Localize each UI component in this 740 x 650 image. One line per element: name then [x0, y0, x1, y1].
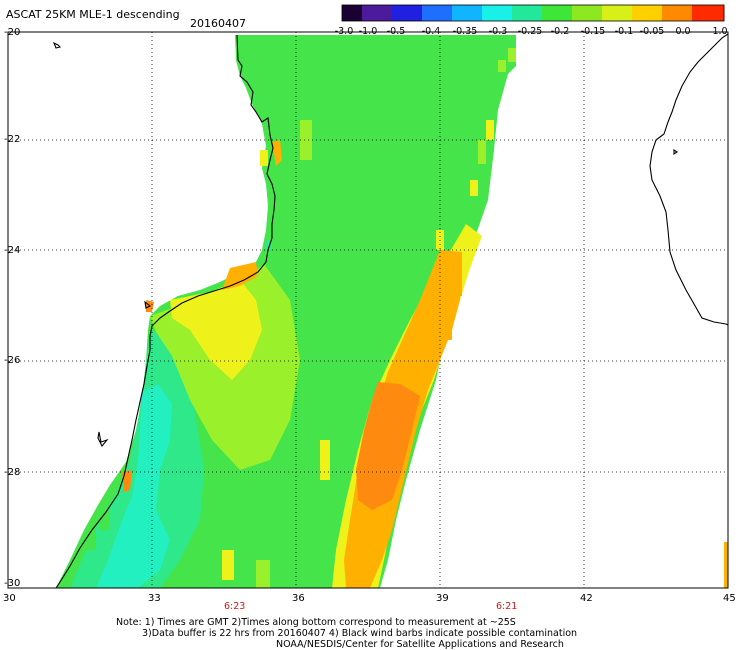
lon-label-36: 36 [292, 593, 305, 604]
lat-label-24: -24 [4, 245, 21, 256]
corner-orange-patch [724, 542, 728, 588]
colorbar-label: -0.1 [614, 26, 634, 37]
map-title: ASCAT 25KM MLE-1 descending [6, 8, 180, 21]
swath-pixel-block [486, 120, 494, 140]
swath-cyan-region [96, 384, 172, 588]
coastline-inlet [144, 300, 152, 309]
colorbar-swatch [342, 5, 363, 21]
colorbar-label: -0.2 [550, 26, 570, 37]
swath-pixel-block [240, 300, 256, 330]
map-date: 20160407 [190, 17, 246, 30]
lat-label-20: -20 [4, 27, 21, 38]
colorbar [341, 4, 725, 22]
lon-label-33: 33 [148, 593, 161, 604]
colorbar-label: 1.0 [712, 26, 728, 37]
colorbar-labels: -3.0 -1.0 -0.5 -0.4 -0.35 -0.3 -0.25 -0.2 -0.15-… [334, 26, 728, 38]
wind-swath [56, 35, 728, 588]
swath-pixel-block [86, 530, 96, 550]
lon-label-45: 45 [723, 593, 736, 604]
swath-pixel-block [100, 510, 110, 530]
coastline-madagascar-islet [673, 148, 678, 156]
swath-pixel-block [320, 440, 330, 480]
lon-label-30: 30 [3, 593, 16, 604]
note-line-2: 3)Data buffer is 22 hrs from 20160407 4)… [142, 628, 578, 639]
colorbar-label: -0.35 [452, 26, 478, 37]
lat-label-30: -30 [4, 578, 21, 589]
colorbar-swatch [482, 5, 513, 21]
colorbar-label: -0.05 [639, 26, 665, 37]
swath-pixel-block [478, 140, 486, 164]
colorbar-label: -1.0 [358, 26, 378, 37]
colorbar-swatch [362, 5, 393, 21]
note-line-1: Note: 1) Times are GMT 2)Times along bot… [116, 617, 516, 628]
coastline-lake [97, 431, 109, 447]
colorbar-label: -0.15 [580, 26, 606, 37]
colorbar-swatch [692, 5, 725, 21]
swath-pixel-block [260, 150, 268, 166]
colorbar-swatch [542, 5, 573, 21]
note-line-3: NOAA/NESDIS/Center for Satellite Applica… [276, 639, 564, 650]
swath-pixel-block [452, 256, 462, 296]
colorbar-label: 0.0 [675, 26, 691, 37]
swath-pixel-block [300, 120, 312, 160]
swath-deep-orange-region [122, 300, 420, 510]
colorbar-label: -0.4 [421, 26, 441, 37]
time-label-right: 6:21 [496, 601, 518, 612]
colorbar-swatch [512, 5, 543, 21]
coastline-africa [55, 34, 276, 588]
lat-label-28: -28 [4, 467, 21, 478]
colorbar-label: -0.3 [488, 26, 508, 37]
colorbar-swatch [392, 5, 423, 21]
graticule [8, 32, 728, 588]
swath-pixel-block [470, 180, 478, 196]
lat-label-22: -22 [4, 134, 21, 145]
colorbar-border [341, 4, 725, 22]
swath-pixel-block [498, 60, 506, 72]
coastline [52, 33, 728, 588]
colorbar-label: -0.5 [386, 26, 406, 37]
colorbar-swatch [452, 5, 483, 21]
colorbar-label: -3.0 [334, 26, 354, 37]
swath-pixel-block [256, 560, 270, 588]
map-frame [7, 31, 729, 589]
colorbar-label: -0.25 [517, 26, 543, 37]
lon-label-42: 42 [580, 593, 593, 604]
colorbar-swatch [602, 5, 633, 21]
colorbar-swatch [572, 5, 603, 21]
colorbar-swatch [632, 5, 663, 21]
swath-pixel-block [222, 550, 234, 580]
lon-label-39: 39 [436, 593, 449, 604]
time-label-left: 6:23 [224, 601, 246, 612]
colorbar-swatch [662, 5, 693, 21]
colorbar-swatch [422, 5, 453, 21]
swath-pixel-block [444, 300, 452, 340]
swath-pixel-block [266, 240, 272, 250]
swath-orange-region [222, 140, 462, 588]
coastline-island-north [52, 41, 62, 49]
swath-pixel-block [508, 48, 516, 62]
coastline-madagascar [649, 33, 728, 326]
lat-label-26: -26 [4, 355, 21, 366]
